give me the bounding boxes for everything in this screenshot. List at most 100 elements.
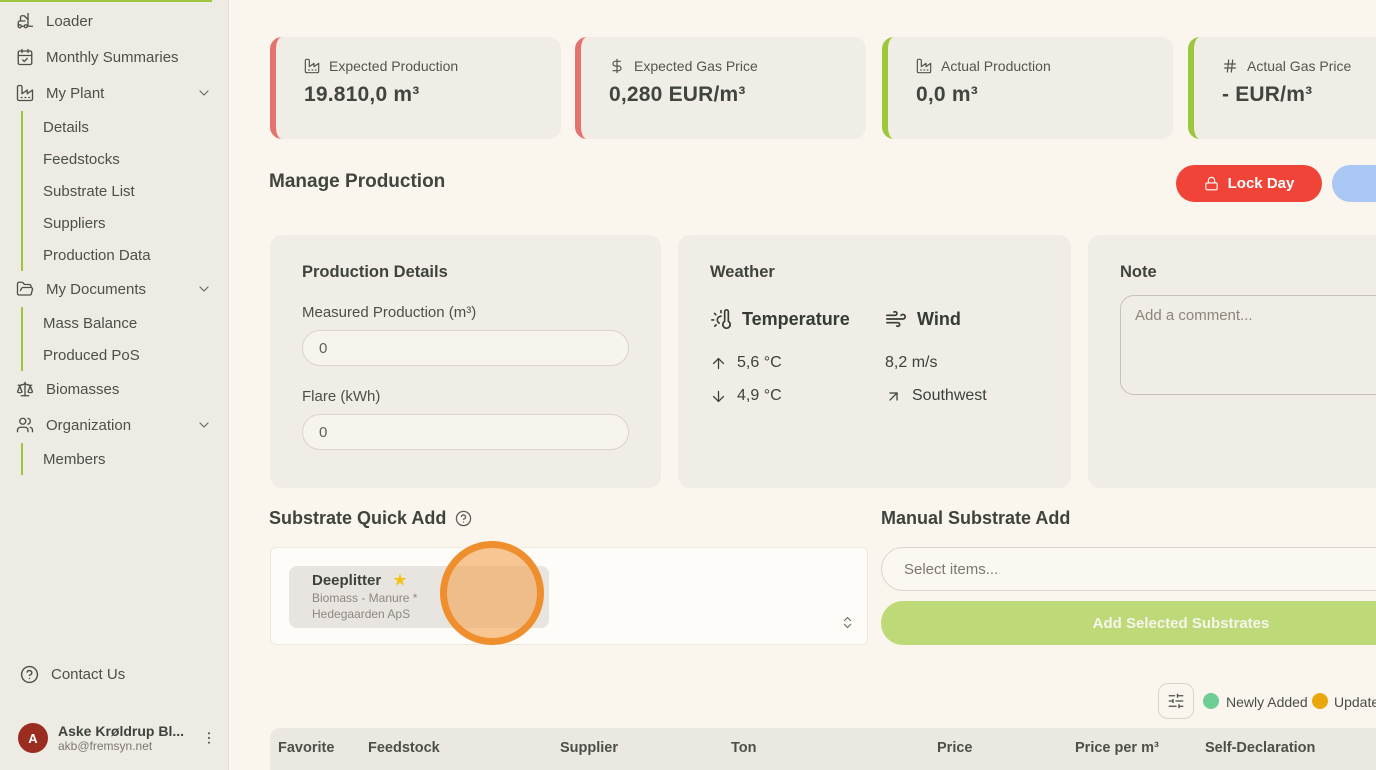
sidebar-item-label: Production Data xyxy=(43,246,151,264)
stat-value: 0,0 m³ xyxy=(916,83,978,106)
hash-icon xyxy=(1222,58,1238,74)
avatar: A xyxy=(18,723,48,753)
stat-label: Expected Production xyxy=(329,58,459,74)
column-header-favorite: Favorite xyxy=(278,740,335,756)
my-plant-subnav: Details Feedstocks Substrate List Suppli… xyxy=(21,111,228,271)
temp-high: 5,6 °C xyxy=(737,354,782,371)
factory-icon xyxy=(304,58,320,74)
stat-label: Expected Gas Price xyxy=(634,58,758,74)
sidebar-item-my-documents[interactable]: My Documents xyxy=(0,271,228,307)
chevron-down-icon xyxy=(196,417,212,433)
sidebar-item-mass-balance[interactable]: Mass Balance xyxy=(23,307,228,339)
sidebar-item-details[interactable]: Details xyxy=(23,111,228,143)
stat-label: Actual Production xyxy=(941,58,1051,74)
quick-add-item-deeplitter[interactable]: Deeplitter ★ Biomass - Manure * Hedegaar… xyxy=(289,566,549,628)
chevrons-up-down-icon[interactable] xyxy=(840,615,855,630)
sidebar-item-label: My Documents xyxy=(46,280,147,298)
wind-icon xyxy=(885,308,907,330)
page-title: Manage Production xyxy=(269,171,446,192)
factory-icon xyxy=(16,84,34,102)
save-button[interactable]: S xyxy=(1332,165,1376,202)
quick-add-title-text: Substrate Quick Add xyxy=(269,508,447,528)
production-details-card: Production Details Measured Production (… xyxy=(270,235,661,488)
user-info: Aske Krøldrup Bl... akb@fremsyn.net xyxy=(58,723,201,753)
stat-card-actual-production: Actual Production 0,0 m³ xyxy=(882,37,1173,139)
lock-icon xyxy=(1204,176,1219,191)
sidebar-item-label: Suppliers xyxy=(43,214,106,232)
measured-production-input[interactable] xyxy=(302,330,629,366)
arrow-up-right-icon xyxy=(885,388,902,405)
column-header-price: Price xyxy=(937,740,973,756)
sidebar-item-label: Mass Balance xyxy=(43,314,138,332)
help-circle-icon[interactable] xyxy=(455,510,472,527)
updated-dot xyxy=(1312,693,1328,709)
add-selected-substrates-button[interactable]: Add Selected Substrates xyxy=(881,601,1376,645)
arrow-up-icon xyxy=(710,355,727,372)
measured-production-label: Measured Production (m³) xyxy=(302,304,477,321)
sidebar-item-members[interactable]: Members xyxy=(23,443,228,475)
sidebar-nav: Loader Monthly Summaries My Plant Detail… xyxy=(0,0,228,475)
newly-added-label: Newly Added xyxy=(1226,694,1308,710)
wind-speed: 8,2 m/s xyxy=(885,354,938,371)
stat-label: Actual Gas Price xyxy=(1247,58,1352,74)
sliders-icon xyxy=(1167,692,1185,710)
sidebar-item-feedstocks[interactable]: Feedstocks xyxy=(23,143,228,175)
substrate-name: Deeplitter xyxy=(312,572,382,589)
card-title: Production Details xyxy=(302,263,448,281)
sidebar-item-production-data[interactable]: Production Data xyxy=(23,239,228,271)
stat-card-expected-production: Expected Production 19.810,0 m³ xyxy=(270,37,561,139)
sidebar-item-biomasses[interactable]: Biomasses xyxy=(0,371,228,407)
sidebar-item-label: Produced PoS xyxy=(43,346,140,364)
sidebar-item-loader[interactable]: Loader xyxy=(0,3,228,39)
note-card: Note xyxy=(1088,235,1376,488)
manual-add-title-text: Manual Substrate Add xyxy=(881,508,1071,528)
stat-value: 0,280 EUR/m³ xyxy=(609,83,746,106)
lock-day-button[interactable]: Lock Day xyxy=(1176,165,1322,202)
favorite-star-icon: ★ xyxy=(393,572,407,589)
sidebar-item-label: My Plant xyxy=(46,84,105,102)
substrate-select[interactable]: Select items... xyxy=(881,547,1376,591)
temperature-label: Temperature xyxy=(742,308,850,329)
thermometer-sun-icon xyxy=(710,308,732,330)
sidebar-item-substrate-list[interactable]: Substrate List xyxy=(23,175,228,207)
stat-value: - EUR/m³ xyxy=(1222,83,1313,106)
arrow-down-icon xyxy=(710,388,727,405)
substrate-table-header: Favorite Feedstock Supplier Ton Price Pr… xyxy=(270,728,1376,770)
sidebar-item-label: Members xyxy=(43,450,106,468)
select-placeholder: Select items... xyxy=(904,560,999,578)
substrate-type: Biomass - Manure * xyxy=(312,591,418,605)
organization-subnav: Members xyxy=(21,443,228,475)
contact-us-label: Contact Us xyxy=(51,665,126,683)
sidebar-item-label: Organization xyxy=(46,416,132,434)
calendar-icon xyxy=(16,48,34,66)
sidebar-item-organization[interactable]: Organization xyxy=(0,407,228,443)
chevron-down-icon xyxy=(196,281,212,297)
scale-icon xyxy=(16,380,34,398)
column-header-ton: Ton xyxy=(731,740,757,756)
sidebar-item-label: Monthly Summaries xyxy=(46,48,179,66)
flare-input[interactable] xyxy=(302,414,629,450)
sidebar-item-label: Feedstocks xyxy=(43,150,120,168)
sidebar-item-my-plant[interactable]: My Plant xyxy=(0,75,228,111)
sidebar-item-produced-pos[interactable]: Produced PoS xyxy=(23,339,228,371)
sidebar-item-suppliers[interactable]: Suppliers xyxy=(23,207,228,239)
forklift-icon xyxy=(16,12,34,30)
table-filter-button[interactable] xyxy=(1158,683,1194,719)
factory-icon xyxy=(916,58,932,74)
column-header-price-per-m3: Price per m³ xyxy=(1075,740,1159,756)
contact-us-button[interactable]: Contact Us xyxy=(0,656,229,692)
wind-direction: Southwest xyxy=(912,387,987,404)
stat-value: 19.810,0 m³ xyxy=(304,83,420,106)
folder-open-icon xyxy=(16,280,34,298)
stat-card-actual-gas-price: Actual Gas Price - EUR/m³ xyxy=(1188,37,1376,139)
note-textarea[interactable] xyxy=(1120,295,1376,395)
quick-add-listbox[interactable]: Deeplitter ★ Biomass - Manure * Hedegaar… xyxy=(270,547,868,645)
column-header-feedstock: Feedstock xyxy=(368,740,440,756)
user-menu-button[interactable] xyxy=(201,730,217,746)
column-header-self-declaration: Self-Declaration xyxy=(1205,740,1316,756)
sidebar-item-monthly-summaries[interactable]: Monthly Summaries xyxy=(0,39,228,75)
sidebar-item-label: Details xyxy=(43,118,89,136)
user-profile[interactable]: A Aske Krøldrup Bl... akb@fremsyn.net xyxy=(0,714,229,762)
updated-label: Updated xyxy=(1334,694,1376,710)
dollar-icon xyxy=(609,58,625,74)
